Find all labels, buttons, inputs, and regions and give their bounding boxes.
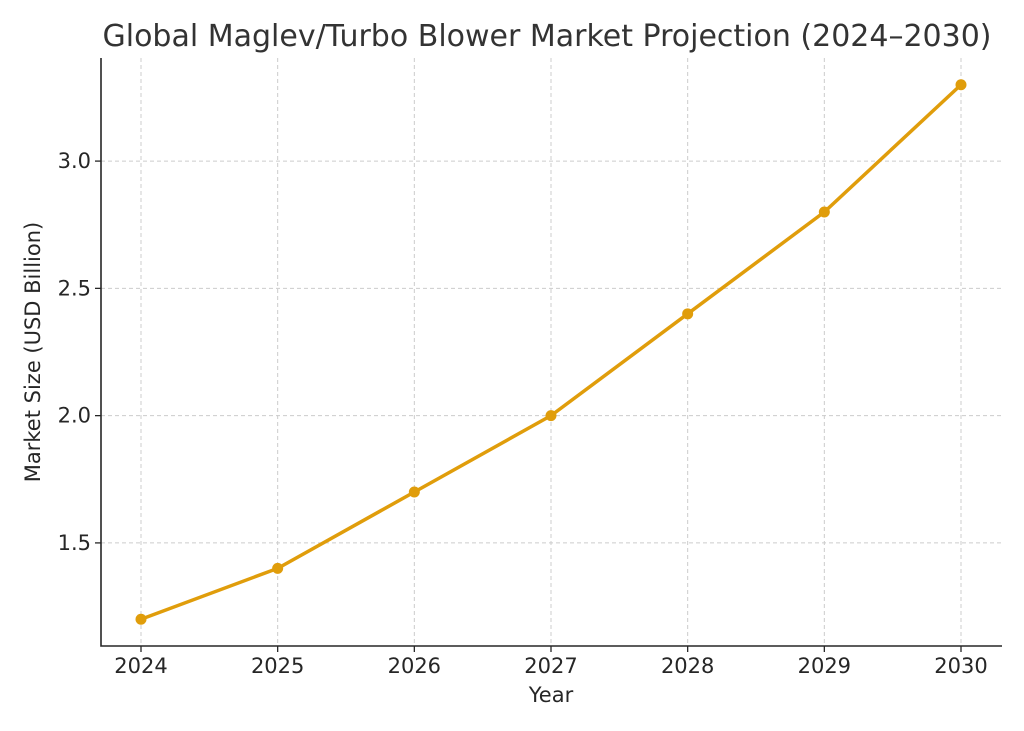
y-axis-label: Market Size (USD Billion) bbox=[21, 222, 45, 482]
axis-spines bbox=[100, 58, 1002, 647]
data-point bbox=[135, 613, 147, 625]
y-tick-label: 1.5 bbox=[58, 531, 91, 555]
grid-lines bbox=[101, 58, 1002, 646]
data-point bbox=[682, 308, 694, 320]
chart-title: Global Maglev/Turbo Blower Market Projec… bbox=[102, 19, 991, 54]
axes bbox=[95, 58, 1002, 652]
x-axis-label: Year bbox=[528, 683, 574, 707]
data-point bbox=[272, 562, 284, 574]
x-tick-label: 2030 bbox=[934, 654, 987, 678]
x-tick-label: 2024 bbox=[114, 654, 167, 678]
tick-labels: 2024 2025 2026 2027 2028 2029 2030 1.5 2.0 2.5 3.0 bbox=[58, 149, 988, 678]
y-tick-label: 3.0 bbox=[58, 149, 91, 173]
data-point bbox=[545, 410, 557, 422]
x-tick-label: 2028 bbox=[661, 654, 714, 678]
x-tick-label: 2029 bbox=[798, 654, 851, 678]
x-tick-label: 2025 bbox=[251, 654, 304, 678]
data-point bbox=[955, 79, 967, 91]
x-tick-label: 2026 bbox=[388, 654, 441, 678]
y-tick-label: 2.0 bbox=[58, 404, 91, 428]
data-point bbox=[818, 206, 830, 218]
data-point bbox=[408, 486, 420, 498]
y-tick-label: 2.5 bbox=[58, 276, 91, 300]
x-tick-label: 2027 bbox=[524, 654, 577, 678]
series-layer bbox=[135, 79, 967, 625]
